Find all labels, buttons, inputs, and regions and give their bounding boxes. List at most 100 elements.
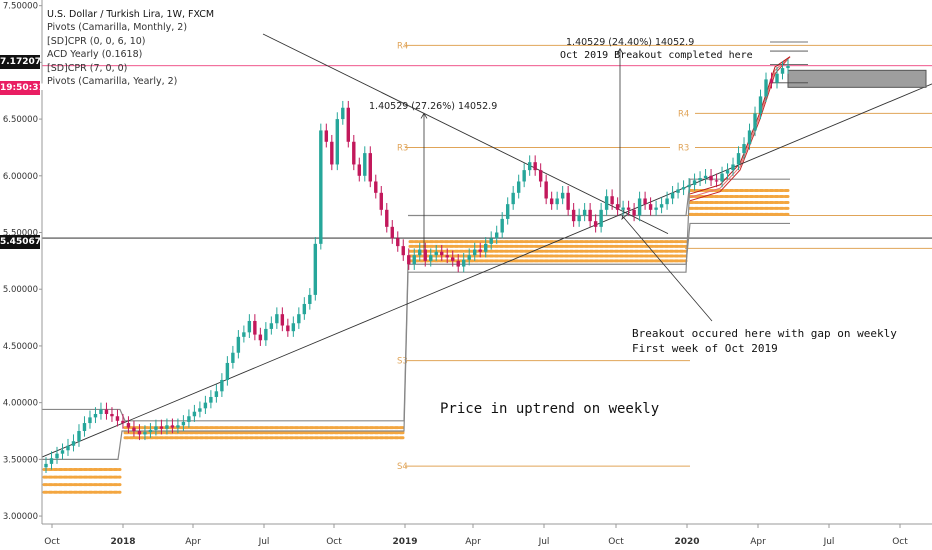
candle-body [99,409,103,414]
candle-body [786,65,790,69]
resistance-box [787,69,927,88]
x-tick-label: Apr [185,537,201,547]
pivot-label: R4 [397,41,408,51]
symbol-title[interactable]: U.S. Dollar / Turkish Lira, 1W, FXCM [47,9,215,20]
x-tick-label: 2020 [674,537,699,547]
candle-body [324,130,329,142]
y-tick-label: 4.00000 [3,399,38,409]
candle-body [418,249,422,256]
candle-body [516,181,521,193]
candle-body [374,181,378,193]
candle-body [297,314,301,324]
candle-body [429,255,433,261]
candle-body [165,425,169,429]
candle-body [192,411,197,417]
candle-body [88,417,92,424]
candle-body [467,255,471,260]
indicator-item[interactable]: Pivots (Camarilla, Yearly, 2) [47,76,178,88]
candle-body [302,303,307,315]
candle-body [478,249,482,252]
candle-body [610,196,614,205]
candle-body [275,314,279,324]
x-tick-label: Apr [465,537,481,547]
candle-body [203,402,208,409]
x-tick-label: Oct [326,537,342,547]
candle-body [236,336,241,353]
candle-body [687,184,691,188]
candle-body [352,141,356,165]
candle-body [357,164,361,176]
candle-body [494,232,499,239]
candle-body [60,450,65,454]
x-tick-label: Apr [750,537,766,547]
measure-arrow-1-head [420,112,428,119]
y-tick-label: 4.50000 [3,342,38,352]
candle-body [44,463,48,468]
y-tick-label: 5.00000 [3,285,38,295]
candle-body [621,207,625,210]
y-tick-label: 6.50000 [3,115,38,125]
candle-body [335,119,340,165]
candle-body [747,130,752,145]
x-tick-label: Jul [823,537,835,547]
candle-body [49,458,54,464]
candle-body [505,204,510,219]
candle-body [780,68,785,74]
candle-body [368,153,372,182]
candle-body [291,323,296,332]
candle-body [143,432,147,435]
candle-body [346,107,351,142]
candle-body [434,251,438,256]
candle-body [522,170,526,182]
candle-body [577,215,581,222]
candle-body [703,175,708,179]
candle-body [571,209,576,222]
x-tick-label: Oct [44,537,60,547]
y-tick-label: 7.50000 [3,2,38,12]
candle-body [220,379,224,392]
candle-body [632,209,636,216]
candle-body [440,251,444,256]
candle-body [731,164,735,171]
y-tick-label: 6.00000 [3,172,38,182]
indicator-item[interactable]: [SD]CPR (7, 0, 0) [47,62,128,74]
indicator-item[interactable]: ACD Yearly (0.1618) [47,49,143,61]
candle-body [604,196,609,210]
x-tick-label: Jul [258,537,270,547]
candle-body [500,218,504,233]
x-tick-label: Oct [608,537,624,547]
candle-body [187,416,191,422]
candle-body [489,238,493,244]
candle-body [319,130,323,244]
candle-body [720,173,724,182]
candle-body [82,423,87,431]
y-tick-label: 3.50000 [3,455,38,465]
candle-body [280,314,285,326]
candle-body [698,178,702,181]
candle-body [242,332,246,337]
x-tick-label: Oct [892,537,908,547]
candle-body [137,430,142,435]
candle-body [330,141,334,165]
candle-body [769,79,774,83]
candle-body [308,294,312,304]
candle-body [198,408,202,412]
indicator-item[interactable]: Pivots (Camarilla, Monthly, 2) [47,22,188,34]
candle-body [286,325,290,332]
candle-body [231,352,235,363]
candle-body [104,409,109,414]
indicator-item[interactable]: [SD]CPR (0, 0, 6, 10) [47,35,146,47]
candle-body [764,79,768,97]
time-tag: 19:50:31 [0,81,45,95]
candle-body [654,207,658,210]
candle-body [462,259,466,267]
pivot-label: S4 [397,462,408,472]
x-tick-label: Jul [538,537,550,547]
candle-body [412,255,416,265]
measure-arrow-2-head [616,47,624,54]
candle-body [445,255,449,258]
uptrend-line [41,83,932,458]
candle-body [110,413,114,417]
candle-body [659,204,664,208]
candle-body [692,180,697,185]
